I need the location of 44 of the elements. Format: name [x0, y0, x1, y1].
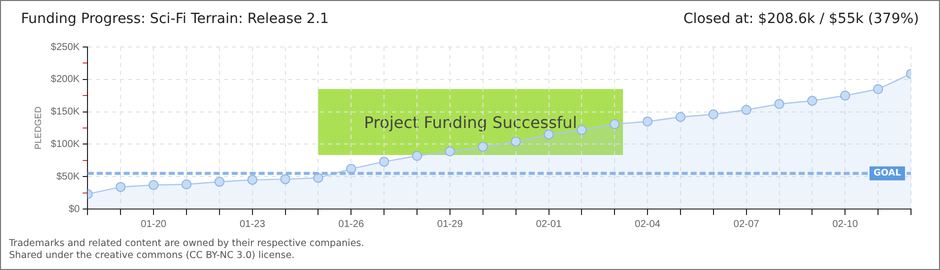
point: [544, 129, 554, 140]
text: Shared under the creative commons (CC BY-NC 3.0) license.: [9, 250, 295, 261]
text: Trademarks and related content are owned by their respective companies.: [9, 238, 364, 249]
x-tick-label: 01-20: [140, 218, 167, 230]
point: [148, 180, 159, 190]
point: [807, 96, 818, 106]
y-tick-label: $150K: [50, 106, 80, 118]
point: [116, 182, 126, 192]
x-tick-label: 02-01: [536, 218, 562, 230]
x-tick-label: 02-04: [634, 218, 661, 230]
y-tick-label: $100K: [50, 138, 80, 150]
point: [280, 174, 290, 184]
point: [741, 104, 752, 115]
x-tick-label: 01-26: [338, 218, 364, 230]
y-tick-label: $0: [68, 204, 80, 215]
point: [642, 116, 653, 127]
point: [182, 179, 192, 190]
banner: Project Funding Successful: [318, 89, 623, 155]
point: [576, 124, 587, 135]
point: [708, 109, 718, 120]
point: [774, 99, 784, 110]
y-tick-label: $200K: [50, 74, 80, 86]
point: [610, 119, 620, 130]
x-tick-label: 01-29: [437, 218, 464, 230]
y-axis-title: PLEDGED: [32, 106, 43, 150]
chart-title: Funding Progress: Sci-Fi Terrain: Release 2.1: [21, 11, 329, 27]
point: [247, 174, 258, 185]
point: [444, 146, 455, 156]
point: [313, 172, 324, 183]
point: [873, 84, 884, 94]
x-tick-label: 01-23: [240, 218, 266, 230]
x-tick-label: 02-07: [734, 218, 760, 230]
point: [510, 136, 521, 147]
point: [840, 90, 850, 101]
point: [214, 176, 224, 187]
point: [478, 142, 488, 152]
ref-line-label: GOAL: [874, 168, 902, 179]
y-tick-label: $250K: [50, 42, 80, 53]
x-tick-label: 02-10: [832, 218, 858, 230]
y-tick-label: $50K: [56, 171, 80, 182]
chart-subtitle: Closed at: $208.6k / $55k (379%): [683, 11, 919, 27]
point: [675, 112, 686, 122]
point: [379, 156, 390, 167]
point: [412, 150, 422, 161]
